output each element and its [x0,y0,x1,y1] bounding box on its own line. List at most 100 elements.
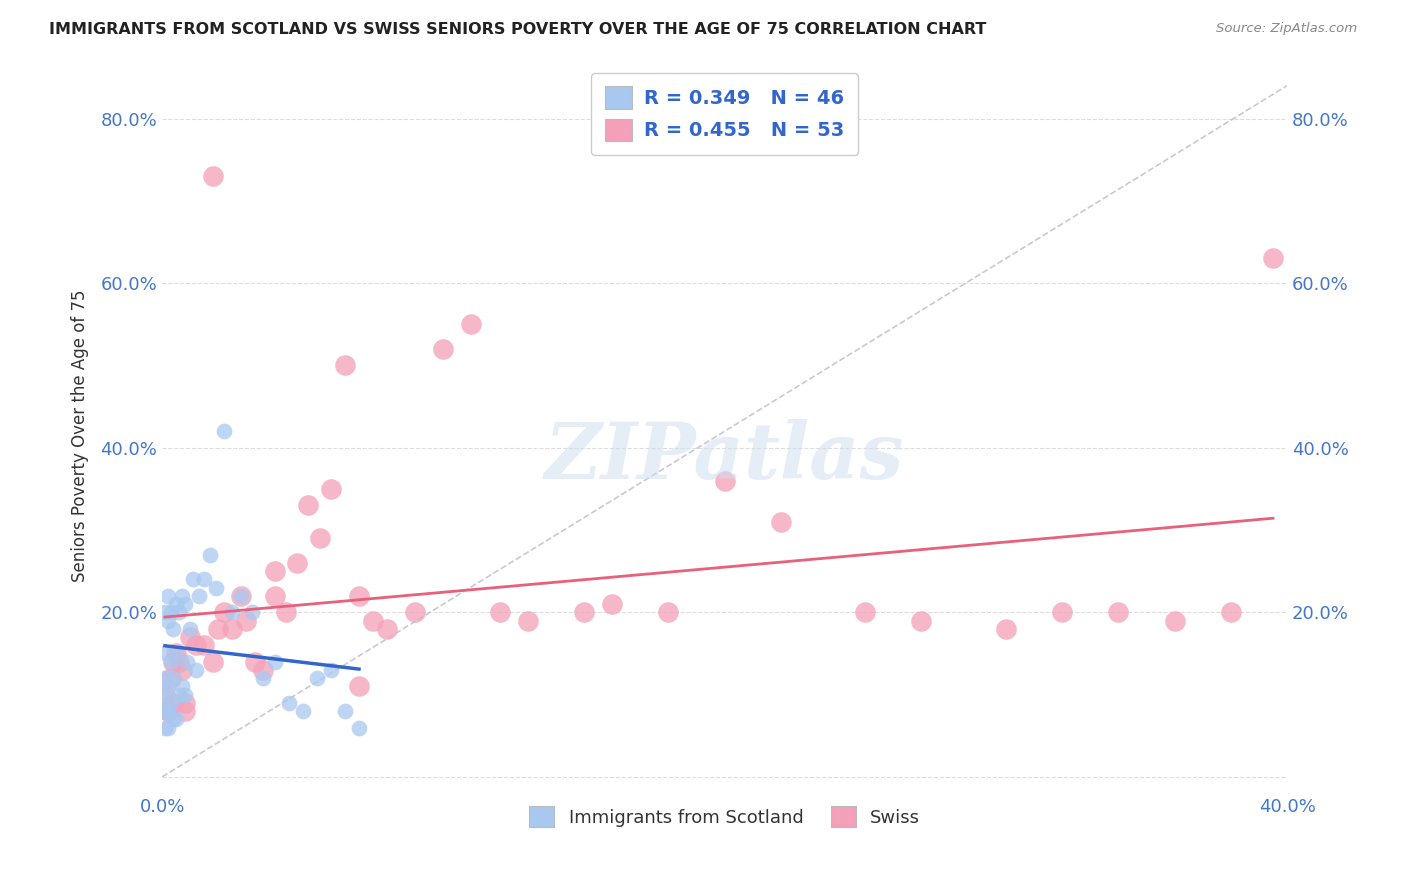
Point [347,721,370,735]
Point [432,342,454,356]
Point [243,655,266,669]
Point [600,597,623,611]
Point [170,663,193,677]
Point [221,622,243,636]
Point [201,169,224,184]
Point [291,704,314,718]
Point [156,704,179,718]
Point [212,424,235,438]
Point [1219,605,1241,619]
Point [297,499,319,513]
Point [184,638,207,652]
Point [162,622,184,636]
Point [252,663,274,677]
Point [516,614,538,628]
Point [375,622,398,636]
Point [333,359,356,373]
Point [252,671,274,685]
Point [173,597,195,611]
Point [207,622,229,636]
Point [229,589,252,603]
Point [173,704,195,718]
Point [198,548,221,562]
Point [361,614,384,628]
Point [159,696,181,710]
Point [167,605,190,619]
Text: ZIPatlas: ZIPatlas [546,418,904,495]
Point [176,655,198,669]
Point [305,671,328,685]
Point [263,655,285,669]
Point [460,318,482,332]
Point [170,589,193,603]
Point [165,647,187,661]
Point [162,655,184,669]
Point [159,671,181,685]
Point [153,688,176,702]
Point [308,531,330,545]
Point [165,712,187,726]
Point [167,688,190,702]
Point [159,605,181,619]
Point [853,605,876,619]
Point [994,622,1017,636]
Point [181,573,204,587]
Point [153,704,176,718]
Point [193,638,215,652]
Point [263,589,285,603]
Point [173,696,195,710]
Point [184,663,207,677]
Point [221,605,243,619]
Point [769,515,792,529]
Point [153,647,176,661]
Point [319,482,342,496]
Point [488,605,510,619]
Point [173,688,195,702]
Point [165,597,187,611]
Point [263,564,285,578]
Y-axis label: Seniors Poverty Over the Age of 75: Seniors Poverty Over the Age of 75 [72,289,89,582]
Point [333,704,356,718]
Point [153,671,176,685]
Point [1261,252,1284,266]
Point [204,581,226,595]
Point [201,655,224,669]
Point [1163,614,1185,628]
Point [404,605,426,619]
Point [229,589,252,603]
Point [910,614,932,628]
Point [193,573,215,587]
Point [347,589,370,603]
Point [212,605,235,619]
Point [235,614,257,628]
Point [153,688,176,702]
Point [162,671,184,685]
Point [156,589,179,603]
Text: IMMIGRANTS FROM SCOTLAND VS SWISS SENIORS POVERTY OVER THE AGE OF 75 CORRELATION: IMMIGRANTS FROM SCOTLAND VS SWISS SENIOR… [49,22,987,37]
Point [240,605,263,619]
Point [156,704,179,718]
Point [179,622,201,636]
Point [179,630,201,644]
Point [657,605,679,619]
Point [165,647,187,661]
Point [170,679,193,693]
Point [319,663,342,677]
Point [187,589,209,603]
Legend: Immigrants from Scotland, Swiss: Immigrants from Scotland, Swiss [522,799,928,834]
Point [156,704,179,718]
Point [156,721,179,735]
Point [167,655,190,669]
Point [572,605,595,619]
Point [285,556,308,570]
Point [156,679,179,693]
Point [1050,605,1073,619]
Point [713,474,735,488]
Point [162,712,184,726]
Point [277,696,299,710]
Point [1107,605,1129,619]
Point [274,605,297,619]
Point [159,655,181,669]
Point [153,605,176,619]
Text: Source: ZipAtlas.com: Source: ZipAtlas.com [1216,22,1357,36]
